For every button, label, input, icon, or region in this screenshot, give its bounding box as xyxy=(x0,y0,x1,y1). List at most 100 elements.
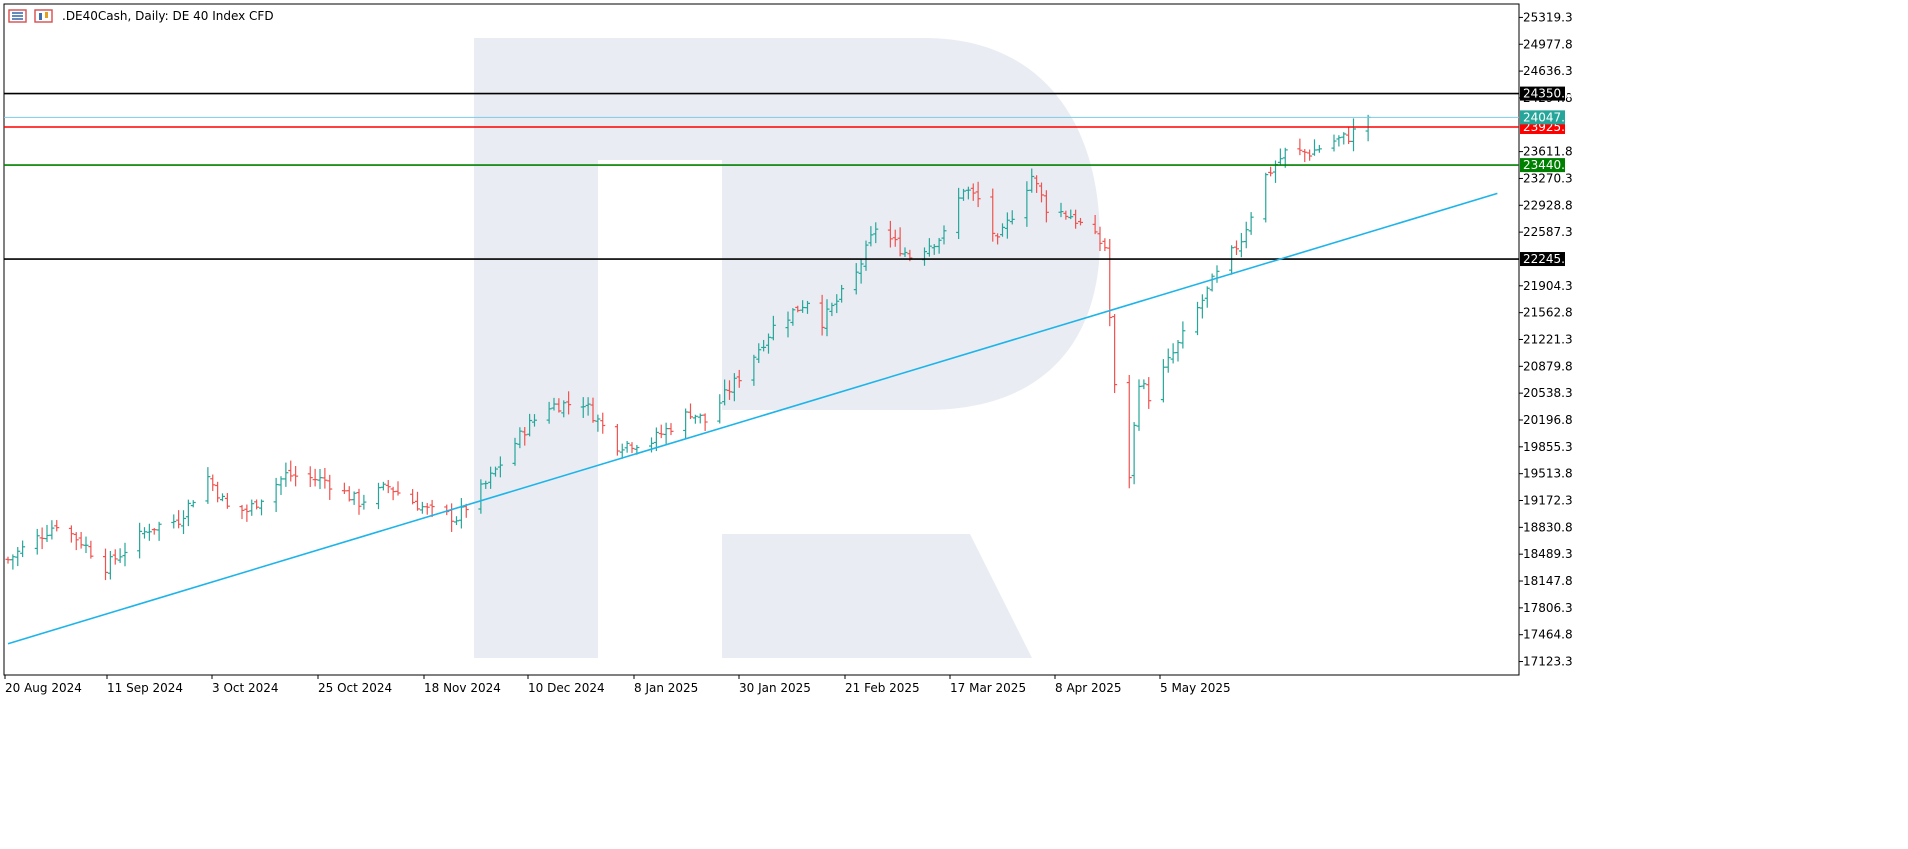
current-price-tag-bg xyxy=(1520,110,1565,125)
candle xyxy=(5,556,11,564)
candle xyxy=(142,527,147,539)
candle xyxy=(722,379,728,406)
candle xyxy=(327,474,333,500)
candle xyxy=(551,397,557,411)
candle xyxy=(288,460,294,482)
candle xyxy=(1263,172,1269,223)
candle xyxy=(1316,144,1322,153)
level-tag-22245.0: 22245.0 xyxy=(1523,252,1573,266)
candle xyxy=(1346,127,1352,145)
candle xyxy=(1131,422,1137,485)
candle xyxy=(761,339,767,352)
candle xyxy=(278,476,284,495)
candle xyxy=(1146,377,1152,409)
candle xyxy=(322,468,328,489)
y-tick-label: 24977.8 xyxy=(1523,37,1573,51)
y-tick-label: 23611.8 xyxy=(1523,145,1573,159)
candle xyxy=(44,524,50,543)
y-tick-label: 19855.3 xyxy=(1523,440,1573,454)
y-tick-label: 18489.3 xyxy=(1523,547,1573,561)
bars-chart-icon[interactable] xyxy=(8,8,28,24)
candle xyxy=(307,466,313,488)
candle xyxy=(1170,343,1176,364)
candle xyxy=(1063,210,1069,220)
candle xyxy=(39,527,45,550)
candle xyxy=(117,548,123,563)
candle xyxy=(415,491,420,511)
candle xyxy=(668,423,674,436)
candles-chart-icon[interactable] xyxy=(34,8,54,24)
candle xyxy=(1141,379,1147,390)
candle xyxy=(829,302,835,317)
candle xyxy=(244,504,250,522)
candle xyxy=(1277,148,1283,166)
candle xyxy=(49,520,55,540)
candle xyxy=(1351,118,1356,152)
candle xyxy=(1175,340,1181,362)
candle xyxy=(273,477,279,512)
candle xyxy=(1341,132,1347,145)
candle xyxy=(176,510,182,529)
candle xyxy=(78,531,84,549)
candle xyxy=(239,504,245,520)
candle xyxy=(137,522,143,559)
candle xyxy=(493,466,498,477)
candle xyxy=(1136,379,1142,431)
candle xyxy=(1248,212,1254,235)
candle xyxy=(731,373,737,402)
candle xyxy=(1209,273,1215,292)
candle xyxy=(931,244,937,255)
candle xyxy=(312,468,318,487)
candle xyxy=(1097,226,1103,251)
y-tick-label: 18830.8 xyxy=(1523,520,1573,534)
x-tick-label: 18 Nov 2024 xyxy=(424,681,501,695)
level-tag-23440.0: 23440.0 xyxy=(1523,158,1573,172)
candle xyxy=(390,486,396,501)
candle xyxy=(527,413,533,437)
candle xyxy=(1009,210,1015,225)
y-tick-label: 21221.3 xyxy=(1523,332,1573,346)
candle xyxy=(112,549,118,565)
candle xyxy=(1102,238,1108,252)
trendline-layer xyxy=(7,192,1498,645)
candle xyxy=(254,499,260,510)
candle xyxy=(566,391,572,415)
candle xyxy=(356,488,362,515)
candle xyxy=(873,222,879,244)
x-tick-label: 8 Jan 2025 xyxy=(634,681,698,695)
candle xyxy=(190,500,196,508)
y-tick-label: 25319.3 xyxy=(1523,10,1573,24)
x-tick-label: 20 Aug 2024 xyxy=(5,681,82,695)
candle xyxy=(688,403,693,420)
candle xyxy=(341,482,347,494)
candle xyxy=(1229,245,1235,275)
candle xyxy=(283,462,289,487)
x-tick-label: 11 Sep 2024 xyxy=(107,681,183,695)
candle xyxy=(995,233,1001,245)
candle xyxy=(73,532,79,551)
candle xyxy=(717,394,723,424)
candle xyxy=(1107,239,1113,327)
candles xyxy=(5,114,1371,581)
candle xyxy=(1043,190,1049,223)
candle xyxy=(839,284,845,303)
candle xyxy=(1034,175,1040,193)
candle xyxy=(107,550,113,580)
candle xyxy=(497,456,503,478)
x-tick-label: 5 May 2025 xyxy=(1160,681,1231,695)
candle xyxy=(897,227,903,257)
candle xyxy=(1268,166,1274,177)
candle xyxy=(1238,232,1244,258)
candle xyxy=(956,187,962,240)
candle xyxy=(819,294,825,336)
candle xyxy=(697,413,703,424)
trendline[interactable] xyxy=(7,192,1498,645)
candle xyxy=(863,240,869,271)
horizontal-levels xyxy=(4,92,1519,260)
candle xyxy=(619,443,625,459)
level-tag-22245.0-bg xyxy=(1520,252,1565,267)
candle xyxy=(249,499,255,516)
